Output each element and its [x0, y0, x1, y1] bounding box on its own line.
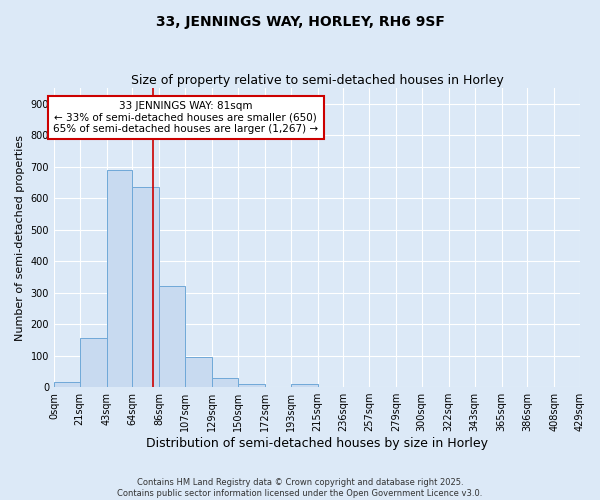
Y-axis label: Number of semi-detached properties: Number of semi-detached properties [15, 134, 25, 340]
Bar [160, 286, 185, 387]
Bar [107, 170, 133, 387]
Bar [185, 356, 212, 387]
Title: Size of property relative to semi-detached houses in Horley: Size of property relative to semi-detach… [131, 74, 503, 87]
Text: 33 JENNINGS WAY: 81sqm
← 33% of semi-detached houses are smaller (650)
65% of se: 33 JENNINGS WAY: 81sqm ← 33% of semi-det… [53, 101, 319, 134]
Text: 33, JENNINGS WAY, HORLEY, RH6 9SF: 33, JENNINGS WAY, HORLEY, RH6 9SF [155, 15, 445, 29]
Bar [80, 338, 107, 387]
Bar [290, 384, 317, 387]
Bar [54, 382, 80, 387]
Bar [238, 384, 265, 387]
Bar [212, 378, 238, 387]
Bar [133, 188, 160, 387]
Text: Contains HM Land Registry data © Crown copyright and database right 2025.
Contai: Contains HM Land Registry data © Crown c… [118, 478, 482, 498]
X-axis label: Distribution of semi-detached houses by size in Horley: Distribution of semi-detached houses by … [146, 437, 488, 450]
